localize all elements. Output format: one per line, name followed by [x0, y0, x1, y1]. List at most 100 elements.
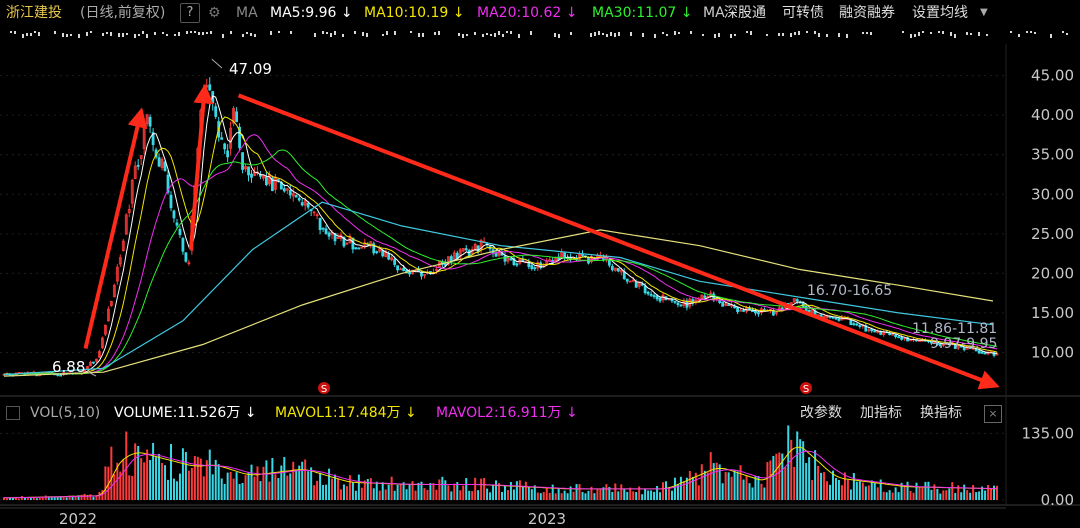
- event-marker: [942, 31, 944, 34]
- volume-bar: [802, 441, 805, 500]
- volume-indicator-name[interactable]: VOL(5,10): [30, 405, 101, 421]
- volume-bar: [906, 481, 909, 500]
- candle-body: [98, 351, 101, 358]
- candle-body: [721, 301, 725, 307]
- candle-body: [324, 228, 328, 234]
- volume-bar: [328, 468, 331, 500]
- event-marker: [914, 34, 916, 37]
- volume-bar: [280, 465, 283, 500]
- stock-name[interactable]: 浙江建投: [6, 5, 62, 21]
- ma30-line: [3, 149, 998, 376]
- candle-body: [703, 295, 707, 299]
- close-icon[interactable]: ×: [984, 405, 1002, 423]
- volume-bar: [262, 466, 265, 500]
- event-marker: [166, 34, 168, 36]
- event-marker: [642, 33, 644, 37]
- event-marker: [606, 34, 608, 37]
- volume-bar: [316, 480, 319, 500]
- volume-bar: [226, 472, 229, 500]
- chart-header: 浙江建投 (日线,前复权) ? ⚙ MA MA5:9.96 ↓ MA10:10.…: [0, 0, 1080, 26]
- candle-body: [333, 233, 337, 242]
- volume-bar: [229, 471, 232, 500]
- event-marker: [1050, 34, 1052, 38]
- chevron-down-icon[interactable]: ▼: [980, 7, 988, 18]
- volume-bar: [912, 492, 915, 500]
- volume-bar: [152, 442, 155, 500]
- volume-bar: [489, 492, 492, 500]
- volume-bar: [495, 480, 498, 500]
- volume-bar: [679, 476, 682, 500]
- button-convertible-bond[interactable]: 可转债: [782, 5, 824, 21]
- volume-bar: [733, 469, 736, 500]
- button-hk-connect[interactable]: 深股通: [724, 5, 766, 21]
- candle-body: [446, 256, 450, 265]
- candle-body: [995, 353, 999, 356]
- volume-bar: [158, 453, 161, 500]
- candle-body: [375, 251, 379, 254]
- volume-bar: [682, 481, 685, 500]
- volume-bar: [584, 493, 587, 500]
- candle-body: [434, 269, 438, 271]
- volume-tick-label: 135.00: [1022, 424, 1075, 442]
- candle-body: [980, 351, 984, 354]
- event-marker: [410, 31, 412, 33]
- event-marker: [250, 33, 252, 36]
- event-marker: [206, 32, 208, 34]
- event-marker: [866, 32, 868, 34]
- period-label[interactable]: (日线,前复权): [80, 5, 166, 21]
- candle-body: [387, 253, 391, 260]
- volume-bar: [295, 470, 298, 500]
- candle-body: [229, 127, 233, 149]
- candle-body: [530, 265, 534, 270]
- volume-bar: [975, 492, 978, 500]
- volume-bar: [492, 484, 495, 500]
- candle-body: [244, 166, 247, 170]
- event-marker: [506, 31, 508, 33]
- candle-body: [160, 158, 164, 168]
- volume-bar: [486, 488, 489, 500]
- volume-bar: [399, 484, 402, 500]
- volume-bar: [319, 472, 322, 500]
- volume-bar: [506, 490, 509, 500]
- candle-body: [306, 202, 310, 208]
- settings-gear-icon[interactable]: ⚙: [208, 5, 221, 21]
- event-marker: [54, 31, 56, 34]
- volume-bar: [366, 478, 369, 500]
- volume-bar: [760, 483, 763, 500]
- event-marker: [930, 32, 932, 34]
- volume-bar: [939, 493, 942, 500]
- volume-bar: [817, 465, 820, 500]
- volume-bar: [569, 486, 572, 500]
- event-marker: [466, 34, 468, 36]
- candle-body: [670, 299, 674, 302]
- candle-body: [184, 252, 188, 262]
- candle-body: [649, 293, 653, 296]
- event-marker: [342, 34, 344, 37]
- volume-bar: [396, 484, 399, 500]
- volume-bar: [44, 495, 47, 500]
- volume-bar: [187, 470, 190, 500]
- volume-bar: [766, 462, 769, 500]
- event-marker: [614, 33, 616, 37]
- candle-body: [643, 285, 647, 294]
- volume-bar: [888, 490, 891, 500]
- button-edit-params[interactable]: 改参数: [800, 405, 842, 421]
- volume-bar: [56, 496, 59, 500]
- candle-body: [563, 252, 567, 259]
- candle-body: [360, 246, 364, 249]
- button-change-indicator[interactable]: 换指标: [920, 405, 962, 421]
- volume-bar: [629, 487, 632, 500]
- button-margin-trading[interactable]: 融资融券: [839, 5, 895, 21]
- candle-body: [124, 214, 128, 235]
- volume-bar: [843, 472, 846, 500]
- volume-bar: [527, 487, 530, 500]
- volume-bar: [253, 476, 256, 500]
- volume-bar: [587, 490, 590, 500]
- help-icon[interactable]: ?: [180, 3, 200, 23]
- button-add-indicator[interactable]: 加指标: [860, 405, 902, 421]
- collapse-icon[interactable]: [6, 406, 20, 420]
- volume-bar: [936, 488, 939, 500]
- button-ma-settings[interactable]: 设置均线: [912, 5, 968, 21]
- volume-bar: [721, 483, 724, 500]
